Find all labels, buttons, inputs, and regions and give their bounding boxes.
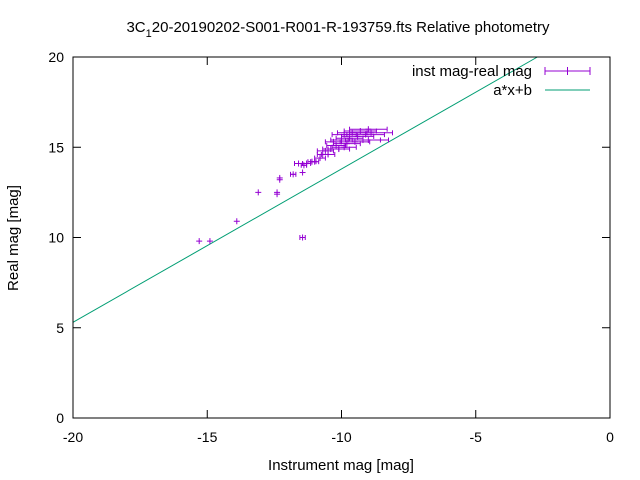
data-point (255, 189, 262, 196)
y-tick-label: 5 (56, 320, 64, 336)
legend-fit-label: a*x+b (493, 82, 532, 99)
chart-title-main: 3C (126, 19, 145, 36)
data-points-layer (196, 126, 394, 245)
x-tick-label: -20 (63, 429, 83, 445)
x-tick-label: 0 (606, 429, 614, 445)
data-point (276, 174, 283, 181)
y-tick-label: 0 (56, 410, 64, 426)
plot-frame (72, 56, 611, 419)
data-point (206, 238, 213, 245)
x-tick-label: -10 (331, 429, 351, 445)
data-point (299, 234, 306, 241)
legend: inst mag-real mag a*x+b (412, 63, 591, 99)
y-axis-ticks: 0 5 10 15 20 (48, 49, 610, 426)
fit-line (72, 56, 538, 323)
data-point (274, 189, 281, 196)
fit-line-layer (72, 56, 538, 323)
x-axis-label: Instrument mag [mag] (268, 457, 414, 474)
data-point (233, 218, 240, 225)
data-point (320, 151, 336, 158)
y-tick-label: 20 (48, 49, 64, 65)
x-tick-label: -15 (197, 429, 217, 445)
data-point (196, 238, 203, 245)
x-tick-label: -5 (470, 429, 483, 445)
y-axis-label: Real mag [mag] (5, 185, 22, 291)
data-point (349, 129, 394, 136)
chart-title-rest: 20-20190202-S001-R001-R-193759.fts Relat… (152, 19, 550, 36)
x-axis-ticks: -20 -15 -10 -5 0 (63, 57, 614, 445)
data-point (314, 155, 326, 162)
data-point (289, 171, 297, 178)
chart-title: 3C120-20190202-S001-R001-R-193759.fts Re… (126, 19, 550, 40)
data-point (347, 137, 389, 144)
legend-points-label: inst mag-real mag (412, 63, 532, 80)
chart-title-subscript: 1 (146, 28, 152, 40)
data-point (299, 169, 306, 176)
y-tick-label: 15 (48, 139, 64, 155)
legend-points-sample (544, 67, 591, 75)
data-point (349, 126, 388, 133)
data-point (331, 144, 357, 151)
data-point (346, 131, 385, 138)
y-tick-label: 10 (48, 230, 64, 246)
